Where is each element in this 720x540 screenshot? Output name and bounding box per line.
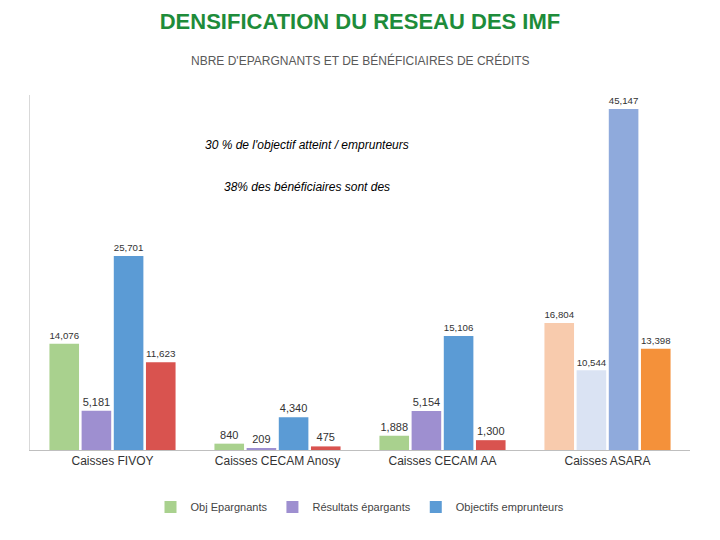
svg-text:25,701: 25,701 [114,242,144,253]
svg-text:5,154: 5,154 [413,396,441,408]
svg-text:10,544: 10,544 [577,357,607,368]
svg-text:1,888: 1,888 [380,421,408,433]
svg-text:16,804: 16,804 [544,309,574,320]
svg-text:38% des bénéficiaires sont des: 38% des bénéficiaires sont des [224,180,390,194]
svg-text:30 % de l'objectif atteint / e: 30 % de l'objectif atteint / emprunteurs [205,138,409,152]
svg-text:NBRE D'EPARGNANTS ET DE BÉNÉFI: NBRE D'EPARGNANTS ET DE BÉNÉFICIAIRES DE… [191,53,530,68]
svg-text:14,076: 14,076 [49,330,79,341]
svg-text:Objectifs emprunteurs: Objectifs emprunteurs [456,501,564,513]
svg-text:840: 840 [220,429,238,441]
svg-text:11,623: 11,623 [146,348,176,359]
svg-text:DENSIFICATION DU RESEAU DES IM: DENSIFICATION DU RESEAU DES IMF [160,9,561,34]
svg-text:45,147: 45,147 [609,95,639,106]
svg-text:Obj Epargnants: Obj Epargnants [191,501,268,513]
svg-text:4,340: 4,340 [280,402,308,414]
svg-text:209: 209 [252,433,270,445]
svg-text:Caisses ASARA: Caisses ASARA [564,454,650,468]
svg-text:Caisses CECAM Anosy: Caisses CECAM Anosy [215,454,340,468]
svg-text:Caisses CECAM AA: Caisses CECAM AA [388,454,496,468]
svg-text:5,181: 5,181 [83,396,111,408]
svg-text:Caisses FIVOY: Caisses FIVOY [71,454,153,468]
svg-text:15,106: 15,106 [444,322,474,333]
svg-text:Résultats épargants: Résultats épargants [312,501,410,513]
svg-text:1,300: 1,300 [477,425,505,437]
svg-text:13,398: 13,398 [641,335,671,346]
svg-text:475: 475 [317,431,335,443]
